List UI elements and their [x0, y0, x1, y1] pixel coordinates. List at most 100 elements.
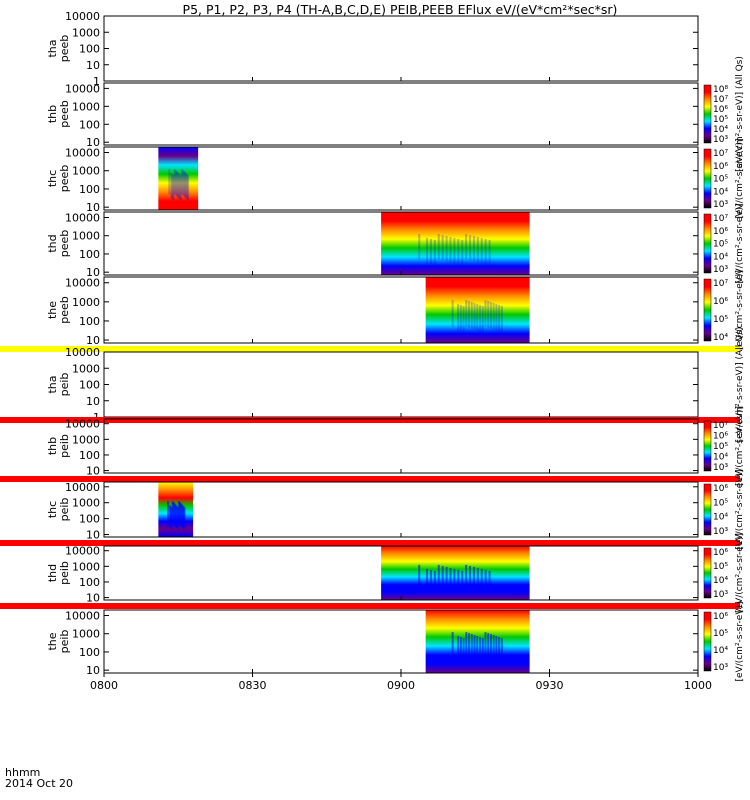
- ytick-label-thd-peeb-2: 100: [79, 248, 100, 261]
- spectrogram-texture-thd-peeb-0-11: [449, 237, 452, 263]
- spectrogram-texture-thd-peeb-0-7: [465, 234, 468, 260]
- spectrogram-texture-thd-peeb-0-9: [457, 239, 460, 265]
- spectrogram-texture-the-peeb-0-3: [495, 304, 498, 331]
- spectrogram-texture-thd-peib-0-5: [472, 566, 475, 589]
- spectrogram-texture-the-peeb-0-16: [459, 305, 462, 332]
- spectrogram-texture-the-peeb-0-17: [457, 304, 460, 331]
- spectrogram-texture-thc-peeb-0-11: [176, 172, 179, 198]
- colorbar-tick-the-peeb-1: 10⁶: [713, 297, 728, 307]
- spectrogram-texture-thc-peeb-0-3: [185, 173, 188, 199]
- xtick-label-4: 1000: [684, 679, 712, 692]
- colorbar-tick-thd-peeb-3: 10⁴: [713, 252, 728, 262]
- colorbar-tick-the-peeb-0: 10⁷: [713, 279, 728, 289]
- ytick-label-tha-peeb-0: 10000: [65, 10, 100, 23]
- ytick-label-the-peeb-3: 10: [86, 334, 100, 347]
- ytick-label-thc-peeb-0: 10000: [65, 146, 100, 159]
- spectrogram-texture-thd-peeb-0-0: [418, 234, 421, 260]
- spectrogram-texture-the-peib-0-11: [473, 635, 476, 661]
- spectrogram-texture-the-peib-0-6: [487, 633, 490, 659]
- panel-frame-tha-peib: [103, 351, 699, 418]
- x-axis-label-format: hhmm: [5, 766, 40, 779]
- spectrogram-texture-thc-peeb-0-15: [172, 175, 175, 201]
- colorbar-tick-thc-peib-0: 10⁶: [713, 484, 728, 494]
- ytick-label-the-peeb-0: 10000: [65, 277, 100, 290]
- ytick-label-the-peeb-1: 1000: [72, 296, 100, 309]
- spectrogram-texture-thc-peib-0-17: [168, 505, 171, 528]
- spectrogram-texture-the-peeb-0-12: [470, 302, 473, 329]
- ytick-label-thd-peeb-3: 10: [86, 266, 100, 279]
- spectrogram-texture-thd-peib-0-4: [476, 567, 479, 590]
- ytick-label-tha-peeb-3: 10: [86, 59, 100, 72]
- ytick-label-thc-peib-1: 1000: [72, 497, 100, 510]
- spectrogram-texture-the-peeb-0-7: [484, 300, 487, 327]
- spectrogram-texture-thd-peeb-0-5: [472, 236, 475, 262]
- spectrogram-texture-thc-peib-0-0: [167, 501, 170, 524]
- panel-tha-peeb: 10000 1000 100 10 1 tha peeb: [46, 10, 699, 88]
- spectrogram-texture-thd-peeb-0-6: [469, 235, 472, 261]
- spectrogram-texture-thd-peib-0-3: [480, 568, 483, 591]
- ytick-label-thb-peeb-2: 100: [79, 118, 100, 131]
- colorbar-tick-thd-peeb-2: 10⁵: [713, 240, 728, 250]
- ytick-label-thc-peeb-3: 10: [86, 201, 100, 214]
- colorbar-tick-thd-peib-0: 10⁶: [713, 548, 728, 558]
- colorbar-tick-thc-peeb-2: 10⁵: [713, 175, 728, 185]
- time-axis: 0800 0830 0900 0930 1000: [90, 673, 712, 692]
- spectrogram-texture-thd-peeb-0-16: [429, 239, 432, 265]
- spectrogram-texture-thc-peeb-0-16: [171, 174, 174, 200]
- spectrogram-block-the-peeb-0: [425, 277, 530, 343]
- xtick-label-1: 0830: [239, 679, 267, 692]
- spectrogram-texture-thd-peeb-0-8: [461, 240, 464, 266]
- spectrogram-block-thd-peeb-0: [381, 212, 530, 275]
- spectrogram-texture-the-peib-0-13: [468, 633, 471, 659]
- colorbar-unit-label-tha-peib: [eV/(cm²-s-sr-eV)] (All Qs): [735, 327, 745, 443]
- spectrogram-texture-the-peeb-0-11: [473, 303, 476, 330]
- colorbar-thd-peib: [703, 547, 712, 599]
- panel-label-probe-thd-peib: thd: [46, 564, 59, 582]
- spectrogram-texture-thd-peib-0-2: [484, 569, 487, 592]
- separator-band-thd-peib: [0, 603, 740, 609]
- colorbar-tick-thb-peib-1: 10⁶: [713, 432, 728, 442]
- colorbar-tick-thb-peib-4: 10³: [713, 463, 728, 473]
- colorbar-thb-peeb: [703, 84, 712, 144]
- colorbar-tick-thd-peeb-0: 10⁷: [713, 214, 728, 224]
- spectrogram-texture-the-peeb-0-4: [492, 303, 495, 330]
- spectrogram-texture-thc-peeb-0-5: [182, 171, 185, 197]
- colorbar-the-peeb: [703, 278, 712, 342]
- panel-the-peeb: 10000 1000 100 10 the peeb 10⁷ 10⁶ 10⁵ 10⁴ [eV/(cm…: [0, 270, 745, 352]
- colorbar-tick-thc-peib-3: 10³: [713, 527, 728, 537]
- xtick-label-2: 0900: [387, 679, 415, 692]
- spectrogram-texture-the-peib-0-1: [500, 638, 503, 664]
- spectrogram-texture-the-peib-0-9: [478, 637, 481, 663]
- ytick-label-tha-peeb-2: 100: [79, 43, 100, 56]
- spectrogram-texture-thd-peeb-0-12: [445, 236, 448, 262]
- colorbar-unit-label-thd-peeb: [eV/(cm²-s-sr-eV)]: [735, 203, 745, 283]
- colorbar-unit-label-the-peib: [eV/(cm²-s-sr-eV)]: [735, 601, 745, 681]
- colorbar-tick-thb-peeb-2: 10⁶: [713, 105, 728, 115]
- spectrogram-texture-thd-peib-0-1: [488, 570, 491, 593]
- spectrogram-texture-the-peeb-0-6: [487, 301, 490, 328]
- ytick-label-thd-peib-1: 1000: [72, 560, 100, 573]
- colorbar-tick-thc-peeb-3: 10⁴: [713, 187, 728, 197]
- colorbar-tick-the-peib-1: 10⁵: [713, 629, 728, 639]
- spectrogram-texture-the-peib-0-0: [451, 632, 454, 658]
- colorbar-tick-the-peeb-3: 10⁴: [713, 333, 728, 343]
- panel-label-probe-thb-peeb: thb: [46, 105, 59, 123]
- ytick-label-thb-peeb-3: 10: [86, 136, 100, 149]
- panel-thd-peeb: 10000 1000 100 10 thd peeb 10⁷ 10⁶ 10⁵ 10⁴ 10³ [eV/…: [46, 203, 745, 283]
- panel-label-product-thc-peib: peib: [58, 498, 71, 522]
- colorbar-tick-thd-peeb-4: 10³: [713, 265, 728, 275]
- spectrogram-texture-thd-peib-0-12: [445, 566, 448, 589]
- colorbar-unit-label-thb-peeb: [eV/(cm²-s-sr-eV)] (All Qs): [735, 56, 745, 172]
- colorbar-tick-thc-peib-1: 10⁵: [713, 498, 728, 508]
- colorbar-thd-peeb: [703, 213, 712, 274]
- colorbar-unit-label-thd-peib: [eV/(cm²-s-sr-eV)]: [735, 533, 745, 613]
- colorbar-tick-thc-peeb-4: 10³: [713, 200, 728, 210]
- separator-band-thb-peib: [0, 476, 740, 482]
- panel-label-product-tha-peeb: peeb: [58, 35, 71, 63]
- colorbar-unit-label-the-peeb: [eV/(cm²-s-sr-eV)]: [735, 270, 745, 350]
- ytick-label-thb-peib-3: 10: [86, 465, 100, 478]
- colorbar-tick-thc-peeb-1: 10⁶: [713, 162, 728, 172]
- colorbar-unit-label-thb-peib: [eV/(cm²-s-sr-eV)]: [735, 406, 745, 486]
- panel-label-probe-thc-peib: thc: [46, 501, 59, 518]
